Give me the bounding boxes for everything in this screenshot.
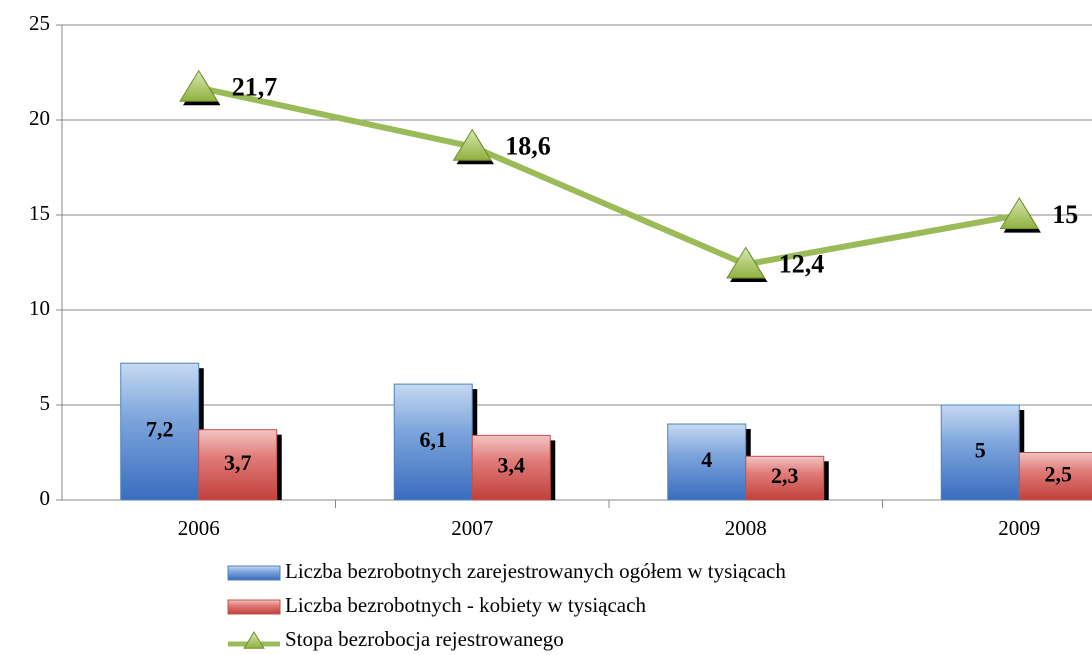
data-label: 15: [1052, 200, 1078, 229]
legend-item: Liczba bezrobotnych zarejestrowanych ogó…: [227, 559, 786, 583]
legend-item: Stopa bezrobocja rejestrowanego: [228, 627, 564, 651]
legend-swatch: [227, 565, 281, 581]
legend-label: Stopa bezrobocja rejestrowanego: [285, 627, 564, 651]
bar: [1018, 452, 1092, 501]
data-label: 6,1: [420, 427, 448, 452]
bar: [393, 383, 473, 501]
bar: [745, 455, 825, 501]
bar: [471, 434, 551, 501]
data-label: 3,7: [224, 450, 252, 475]
marker: [999, 197, 1039, 230]
legend-label: Liczba bezrobotnych zarejestrowanych ogó…: [285, 559, 786, 583]
data-label: 21,7: [232, 73, 278, 102]
data-label: 3,4: [498, 453, 526, 478]
x-tick-label: 2007: [451, 516, 493, 540]
y-tick-label: 10: [29, 296, 50, 320]
marker: [726, 246, 766, 279]
data-label: 4: [701, 447, 712, 472]
data-label: 7,2: [146, 417, 174, 442]
marker: [452, 128, 492, 161]
data-label: 2,5: [1045, 461, 1073, 486]
x-tick-label: 2006: [178, 516, 220, 540]
marker: [179, 69, 219, 102]
data-label: 12,4: [779, 249, 825, 278]
bar: [940, 404, 1020, 501]
line: [198, 84, 1020, 268]
data-label: 18,6: [505, 132, 551, 161]
x-tick-label: 2009: [998, 516, 1040, 540]
y-tick-label: 5: [40, 391, 51, 415]
legend-item: Liczba bezrobotnych - kobiety w tysiącac…: [227, 593, 646, 617]
y-tick-label: 15: [29, 201, 50, 225]
x-tick-label: 2008: [725, 516, 767, 540]
y-tick-label: 20: [29, 106, 50, 130]
y-tick-label: 25: [29, 11, 50, 35]
legend-label: Liczba bezrobotnych - kobiety w tysiącac…: [285, 593, 646, 617]
data-label: 2,3: [771, 463, 799, 488]
bar: [120, 362, 200, 501]
data-label: 5: [975, 438, 986, 463]
bar: [667, 423, 747, 501]
bar: [198, 429, 278, 501]
legend-marker: [243, 631, 265, 649]
y-tick-label: 0: [40, 486, 51, 510]
legend-swatch: [227, 599, 281, 615]
